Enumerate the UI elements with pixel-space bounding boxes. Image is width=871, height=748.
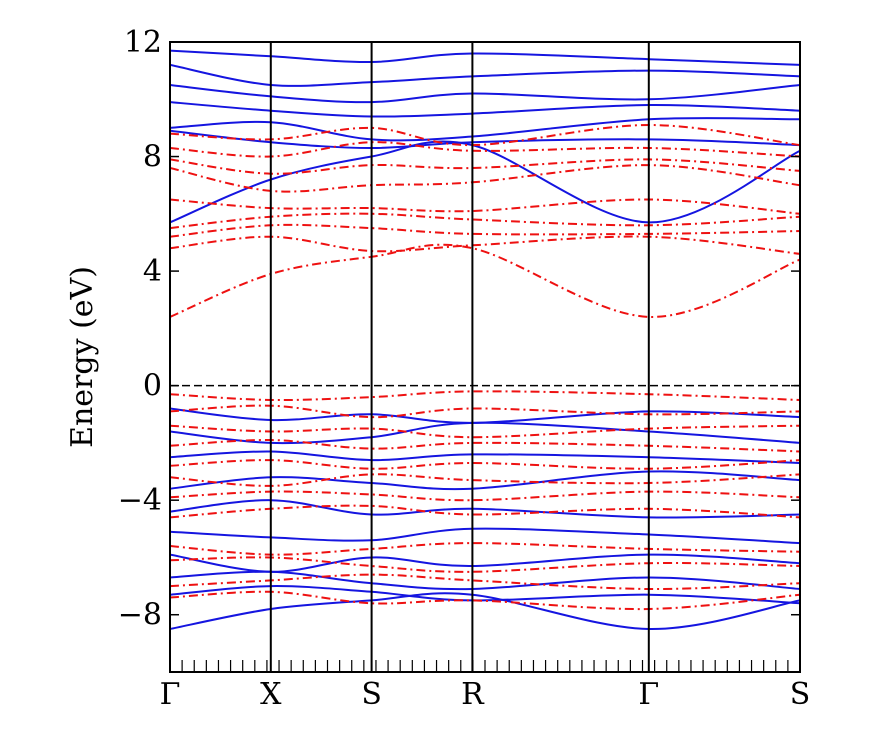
y-tick-label-5: 12 bbox=[124, 25, 162, 60]
axis-labels: −8 −4 0 4 8 12 Γ X S R Γ S bbox=[118, 25, 811, 712]
red-band-30 bbox=[170, 459, 800, 470]
y-tick-label-4: 8 bbox=[143, 140, 162, 175]
y-axis-title: Energy (eV) bbox=[65, 266, 100, 448]
x-tick-label-4: Γ bbox=[638, 677, 659, 712]
y-tick-label-3: 4 bbox=[143, 254, 162, 289]
red-band-28 bbox=[170, 424, 800, 439]
x-tick-label-5: S bbox=[790, 677, 811, 712]
blue-band-5 bbox=[170, 63, 800, 87]
x-tick-label-2: S bbox=[361, 677, 382, 712]
blue-band-7 bbox=[170, 407, 800, 424]
band-lines bbox=[170, 49, 800, 631]
blue-band-16 bbox=[170, 592, 800, 631]
x-tick-label-1: X bbox=[260, 677, 282, 712]
red-band-31 bbox=[170, 473, 800, 487]
plot-frame bbox=[169, 41, 801, 673]
red-band-26 bbox=[170, 390, 800, 402]
red-band-32 bbox=[170, 490, 800, 502]
axis-ticks bbox=[170, 41, 800, 672]
x-tick-label-0: Γ bbox=[160, 677, 181, 712]
y-tick-label-1: −4 bbox=[118, 483, 162, 518]
blue-band-1 bbox=[170, 129, 800, 150]
red-band-25 bbox=[170, 123, 800, 147]
plot-border bbox=[169, 41, 801, 673]
red-band-21 bbox=[170, 198, 800, 215]
blue-band-10 bbox=[170, 470, 800, 491]
y-tick-label-2: 0 bbox=[143, 369, 162, 404]
blue-band-4 bbox=[170, 84, 800, 104]
red-band-29 bbox=[170, 438, 800, 453]
blue-band-12 bbox=[170, 527, 800, 545]
red-band-34 bbox=[170, 542, 800, 556]
red-band-37 bbox=[170, 590, 800, 611]
blue-band-2 bbox=[170, 117, 800, 142]
blue-band-15 bbox=[170, 585, 800, 605]
blue-band-3 bbox=[170, 101, 800, 118]
red-band-23 bbox=[170, 158, 800, 175]
blue-band-6 bbox=[170, 49, 800, 66]
red-band-19 bbox=[170, 223, 800, 238]
red-band-22 bbox=[170, 164, 800, 193]
blue-band-9 bbox=[170, 450, 800, 464]
x-tick-label-3: R bbox=[461, 677, 485, 712]
red-band-24 bbox=[170, 141, 800, 158]
blue-band-14 bbox=[170, 570, 800, 591]
red-band-20 bbox=[170, 212, 800, 230]
red-band-18 bbox=[170, 235, 800, 255]
red-band-17 bbox=[170, 243, 800, 318]
blue-band-11 bbox=[170, 499, 800, 519]
y-tick-label-0: −8 bbox=[118, 598, 162, 633]
red-band-27 bbox=[170, 404, 800, 419]
blue-band-8 bbox=[170, 421, 800, 445]
red-band-33 bbox=[170, 504, 800, 519]
red-band-35 bbox=[170, 556, 800, 573]
red-band-36 bbox=[170, 573, 800, 591]
